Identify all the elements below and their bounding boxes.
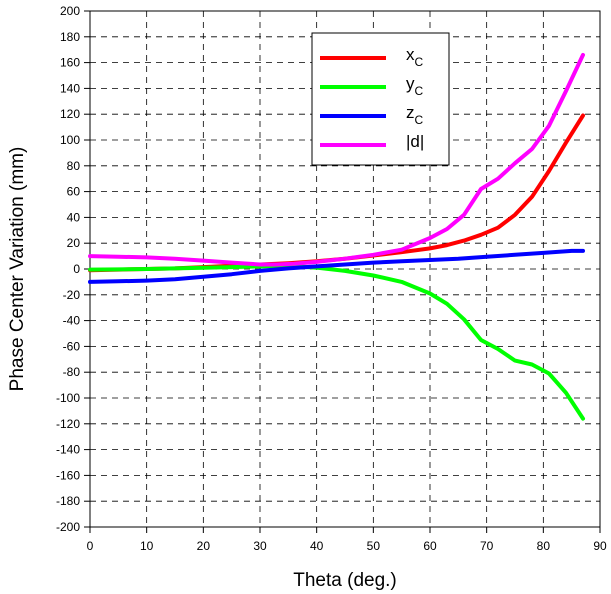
x-axis-label: Theta (deg.) bbox=[293, 570, 397, 591]
x-tick-label: 70 bbox=[480, 539, 494, 553]
x-tick-label: 50 bbox=[367, 539, 381, 553]
legend-label: |d| bbox=[406, 132, 424, 151]
series-line-2 bbox=[88, 248, 585, 284]
x-tick-label: 90 bbox=[593, 539, 607, 553]
y-tick-label: 120 bbox=[60, 107, 80, 121]
y-tick-label: -140 bbox=[56, 443, 80, 457]
x-axis-ticks: 0 10 20 30 40 50 60 70 80 90 bbox=[87, 527, 607, 553]
y-tick-label: 80 bbox=[67, 159, 81, 173]
y-tick-label: 200 bbox=[60, 4, 80, 18]
y-tick-label: 0 bbox=[73, 262, 80, 276]
x-tick-label: 0 bbox=[87, 539, 94, 553]
y-tick-label: -80 bbox=[63, 365, 81, 379]
series-line-3 bbox=[88, 52, 585, 267]
y-tick-label: -180 bbox=[56, 494, 80, 508]
y-axis-ticks: 200180160140120100806040200-20-40-60-80-… bbox=[56, 4, 90, 534]
x-tick-label: 30 bbox=[253, 539, 267, 553]
y-tick-label: 140 bbox=[60, 81, 80, 95]
series-line-1 bbox=[88, 263, 585, 421]
y-axis-label: Phase Center Variation (mm) bbox=[7, 147, 28, 392]
y-tick-label: -20 bbox=[63, 288, 81, 302]
x-tick-label: 20 bbox=[197, 539, 211, 553]
legend-label: yC bbox=[406, 74, 424, 98]
y-tick-label: 20 bbox=[67, 236, 81, 250]
y-tick-label: -120 bbox=[56, 417, 80, 431]
legend-label: xC bbox=[406, 45, 424, 69]
y-tick-label: -60 bbox=[63, 339, 81, 353]
x-tick-label: 80 bbox=[537, 539, 551, 553]
x-tick-label: 10 bbox=[140, 539, 154, 553]
y-tick-label: 100 bbox=[60, 133, 80, 147]
y-tick-label: 180 bbox=[60, 30, 80, 44]
y-tick-label: -100 bbox=[56, 391, 80, 405]
series-lines bbox=[88, 52, 585, 421]
legend: xC yC zC |d| bbox=[311, 32, 450, 166]
y-tick-label: -160 bbox=[56, 468, 80, 482]
y-tick-label: -40 bbox=[63, 314, 81, 328]
y-tick-label: 40 bbox=[67, 210, 81, 224]
x-tick-label: 60 bbox=[423, 539, 437, 553]
y-tick-label: -200 bbox=[56, 520, 80, 534]
y-tick-label: 60 bbox=[67, 185, 81, 199]
x-tick-label: 40 bbox=[310, 539, 324, 553]
legend-label: zC bbox=[406, 103, 424, 127]
y-tick-label: 160 bbox=[60, 56, 80, 70]
